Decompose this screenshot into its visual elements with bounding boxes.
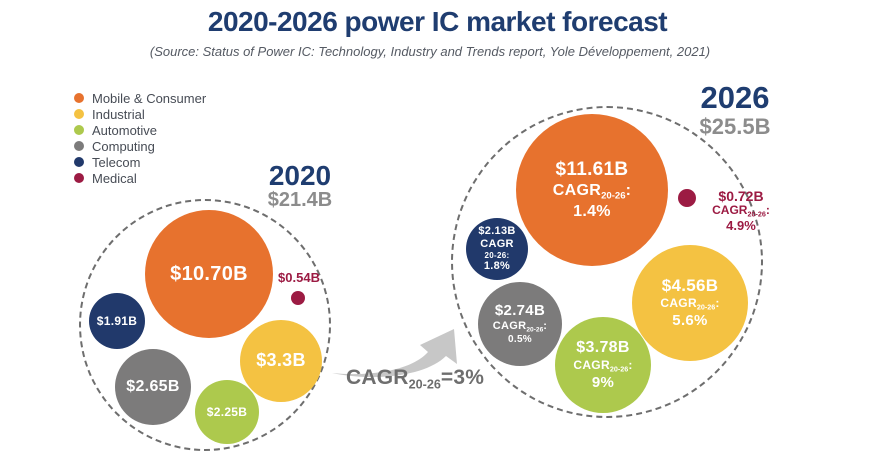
legend-label-industrial: Industrial (92, 106, 145, 122)
bubble-2026-mobile-consumer-cagr-value: 1.4% (573, 203, 611, 221)
group-2026-boundary (451, 106, 763, 418)
bubble-2020-industrial-value: $3.3B (256, 350, 306, 371)
legend-dot-mobile-consumer-icon (74, 93, 84, 103)
group-2026-header: 2026 $25.5B (679, 80, 791, 139)
bubble-2026-telecom-cagr-value: 1.8% (483, 259, 511, 272)
bubble-2026-telecom-cagr-sub: 20-26: (484, 250, 510, 260)
bubble-2026-medical-value: $0.72B (718, 188, 764, 204)
group-2020-header: 2020 $21.4B (244, 161, 356, 211)
bubble-2026-industrial-cagr-value: 5.6% (672, 312, 708, 330)
legend-label-computing: Computing (92, 138, 155, 154)
bubble-2020-computing: $2.65B (115, 349, 191, 425)
bubble-2020-mobile-consumer: $10.70B (145, 210, 273, 338)
legend-label-medical: Medical (92, 170, 137, 186)
overall-cagr-label: CAGR20-26=3% (346, 366, 496, 391)
bubble-2026-telecom: $2.13B CAGR 20-26: 1.8% (466, 218, 528, 280)
legend-item-computing: Computing (74, 138, 206, 154)
bubble-2020-industrial: $3.3B (240, 320, 322, 402)
total-2026-value: $25.5B (699, 113, 771, 139)
legend-label-mobile-consumer: Mobile & Consumer (92, 90, 207, 106)
legend-dot-industrial-icon (74, 109, 84, 119)
bubble-2026-industrial: $4.56B CAGR20-26: 5.6% (632, 245, 748, 361)
legend-dot-medical-icon (74, 173, 84, 183)
bubble-2026-mobile-consumer: $11.61B CAGR20-26: 1.4% (516, 114, 668, 266)
bubble-2026-automotive-cagr-value: 9% (591, 373, 615, 391)
growth-arrow-icon (332, 329, 457, 378)
legend-item-medical: Medical (74, 170, 206, 186)
group-2020-boundary (79, 199, 331, 451)
bubble-2026-automotive: $3.78B CAGR20-26: 9% (555, 317, 651, 413)
bubble-2026-computing-cagr: CAGR20-26: (492, 319, 548, 334)
legend-item-telecom: Telecom (74, 154, 206, 170)
year-2026-label: 2026 (700, 80, 770, 115)
bubble-2020-mobile-consumer-value: $10.70B (170, 263, 248, 285)
legend-label-automotive: Automotive (92, 122, 158, 138)
bubble-2026-computing-value: $2.74B (494, 301, 546, 319)
overall-cagr-value: =3% (440, 366, 485, 389)
bubble-2026-mobile-consumer-value: $11.61B (555, 158, 629, 180)
bubble-2026-mobile-consumer-cagr: CAGR20-26: (552, 182, 632, 202)
total-2020-value: $21.4B (267, 189, 333, 212)
bubble-2026-telecom-value: $2.13B (478, 225, 516, 238)
bubble-2026-medical-cagr-value: 4.9% (726, 217, 756, 233)
legend-dot-telecom-icon (74, 157, 84, 167)
bubble-2020-telecom-value: $1.91B (96, 313, 138, 328)
year-2020-label: 2020 (268, 160, 332, 191)
bubble-2026-medical (678, 189, 696, 207)
bubble-2020-automotive: $2.25B (195, 380, 259, 444)
page-title: 2020-2026 power IC market forecast (207, 6, 668, 37)
bubble-2026-telecom-cagr: CAGR (480, 238, 514, 251)
bubble-2020-medical-value: $0.54B (278, 270, 320, 285)
legend-label-telecom: Telecom (92, 154, 141, 170)
bubble-2020-automotive-value: $2.25B (206, 404, 248, 419)
page-subtitle: (Source: Status of Power IC: Technology,… (149, 44, 711, 59)
bubble-2026-computing-cagr-value: 0.5% (508, 334, 532, 346)
bubble-2020-telecom: $1.91B (89, 293, 145, 349)
bubble-2026-medical-label: $0.72B CAGR20-26: 4.9% (698, 188, 784, 234)
bubble-2026-automotive-value: $3.78B (576, 339, 630, 357)
legend-item-industrial: Industrial (74, 106, 206, 122)
bubble-2026-computing: $2.74B CAGR20-26: 0.5% (478, 282, 562, 366)
bubble-2026-industrial-cagr: CAGR20-26: (660, 296, 720, 312)
bubble-2020-computing-value: $2.65B (126, 378, 180, 396)
legend: Mobile & Consumer Industrial Automotive … (74, 90, 206, 186)
legend-dot-automotive-icon (74, 125, 84, 135)
legend-item-automotive: Automotive (74, 122, 206, 138)
bubble-2020-medical (291, 291, 305, 305)
bubble-2026-automotive-cagr: CAGR20-26: (573, 357, 633, 374)
overall-cagr-prefix: CAGR (346, 366, 409, 389)
legend-dot-computing-icon (74, 141, 84, 151)
bubble-2026-industrial-value: $4.56B (661, 275, 719, 295)
overall-cagr-subscript: 20-26 (408, 377, 441, 392)
legend-item-mobile-consumer: Mobile & Consumer (74, 90, 206, 106)
bubble-2026-medical-cagr: CAGR20-26: (712, 203, 770, 219)
